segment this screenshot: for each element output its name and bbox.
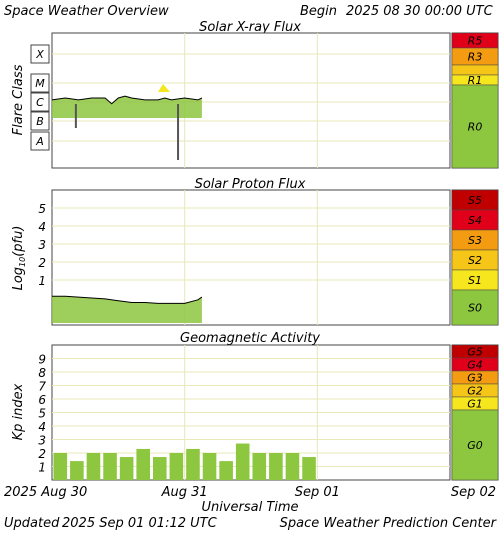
xray-flux-fill: [52, 84, 202, 160]
x-axis-label: Universal Time: [201, 500, 298, 515]
xray-flux-line: [51, 95, 203, 105]
kp-bar: [86, 453, 101, 480]
kp-bar: [119, 457, 134, 480]
scale-label: S4: [468, 214, 482, 227]
flare-peak: [158, 84, 170, 92]
updated-value: 2025 Sep 01 01:12 UTC: [62, 516, 218, 531]
xray-grid: [52, 33, 450, 168]
scale-label: S0: [468, 302, 482, 315]
proton-radiation-storm-scale: S5 S4 S3 S2 S1 S0: [451, 189, 499, 326]
xray-title: Solar X-ray Flux: [199, 20, 301, 35]
updated-label: Updated: [4, 516, 60, 531]
scale-label: R1: [468, 74, 483, 87]
credit-text: Space Weather Prediction Center: [280, 516, 498, 531]
xray-tick-label: B: [36, 115, 44, 128]
kp-tick-label: 1: [38, 461, 46, 475]
xray-radio-blackout-scale: R5 R3 R1 R0: [451, 32, 499, 169]
proton-tick-label: 2: [38, 256, 46, 270]
scale-label: R3: [468, 51, 483, 64]
kp-bar: [252, 453, 267, 480]
kp-bar: [219, 461, 233, 480]
kp-tick-label: 8: [38, 366, 46, 380]
proton-title: Solar Proton Flux: [195, 177, 306, 192]
scale-level: [451, 84, 499, 169]
scale-label: G0: [467, 439, 483, 452]
kp-ylabel: Kp index: [11, 383, 26, 440]
kp-tick-label: 3: [38, 434, 46, 448]
class-box: [30, 92, 50, 112]
proton-grid: [52, 190, 450, 325]
proton-flux-fill: [52, 296, 202, 323]
kp-bar: [53, 453, 68, 480]
x-tick-label: 2025 Aug 30: [4, 485, 87, 500]
kp-grid: [52, 345, 450, 480]
xray-plot-area: [51, 32, 451, 169]
class-box: [30, 131, 50, 151]
proton-tick-label: 5: [38, 202, 46, 216]
class-box: [30, 111, 50, 131]
proton-fill-area: [52, 296, 202, 323]
overview-title: Space Weather Overview: [4, 4, 169, 19]
xray-tick-label: M: [35, 77, 45, 90]
kp-bar: [285, 453, 300, 480]
kp-bar: [153, 457, 167, 480]
scale-label: G4: [467, 359, 483, 372]
scale-label: G1: [467, 398, 483, 411]
xray-fill-area: [52, 96, 202, 118]
kp-tick-label: 5: [38, 407, 46, 421]
xray-ylabel: Flare Class: [11, 64, 26, 135]
scale-label: S5: [468, 194, 482, 207]
kp-bars: [53, 443, 316, 480]
kp-bar: [235, 443, 250, 480]
scale-label: G3: [467, 372, 483, 385]
kp-tick-label: 4: [38, 420, 46, 434]
class-box: [30, 44, 50, 64]
scale-label: S2: [468, 254, 482, 267]
proton-flux-line: [52, 295, 203, 304]
class-box: [30, 73, 50, 93]
scale-label: R5: [468, 35, 483, 48]
scale-level: [451, 289, 499, 326]
begin-label: Begin: [300, 4, 337, 19]
kp-title: Geomagnetic Activity: [180, 331, 320, 346]
proton-tick-label: 1: [38, 274, 46, 288]
kp-tick-label: 9: [38, 353, 46, 367]
proton-y-ticks: 5 4 3 2 1: [38, 202, 46, 288]
xray-tick-label: A: [35, 135, 44, 148]
kp-tick-label: 7: [38, 380, 46, 394]
x-tick-label: Aug 31: [161, 485, 208, 500]
kp-bar: [103, 453, 117, 480]
kp-bar: [202, 453, 217, 480]
kp-bar: [169, 453, 184, 480]
xray-tick-label: X: [35, 48, 44, 61]
proton-tick-label: 4: [38, 220, 46, 234]
proton-ylabel: Log10(pfu): [11, 226, 27, 291]
scale-label: S3: [468, 234, 482, 247]
x-tick-label: Sep 02: [451, 485, 496, 500]
scale-label: R0: [468, 121, 483, 134]
xray-tick-label: C: [36, 96, 44, 109]
x-tick-label: Sep 01: [295, 485, 340, 500]
kp-bar: [70, 461, 84, 480]
kp-bar: [186, 448, 200, 480]
kp-tick-label: 2: [38, 447, 46, 461]
proton-tick-label: 3: [38, 238, 46, 252]
x-axis-ticks: 2025 Aug 30 Aug 31 Sep 01 Sep 02: [4, 485, 496, 500]
kp-tick-label: 6: [38, 393, 46, 407]
scale-label: S1: [468, 274, 482, 287]
scale-label: G2: [467, 385, 483, 398]
kp-bar: [269, 453, 283, 480]
begin-value: 2025 08 30 00:00 UTC: [346, 4, 494, 19]
scale-level: [451, 409, 499, 481]
scale-label: G5: [467, 346, 483, 359]
kp-bar: [136, 448, 150, 480]
kp-bar: [302, 457, 316, 480]
